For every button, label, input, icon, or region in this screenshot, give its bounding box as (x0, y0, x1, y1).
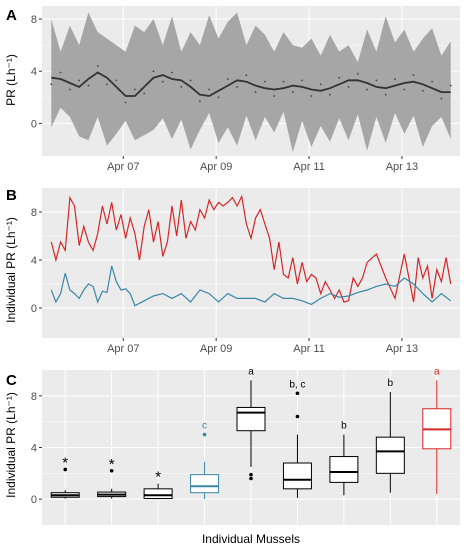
panel-a-ytick-label: 8 (31, 14, 37, 26)
panel-c-xlabel: Individual Mussels (202, 532, 300, 546)
panel-a-point (199, 100, 201, 103)
panel-a-point (412, 74, 415, 77)
panel-b-plot-area (42, 188, 460, 338)
panel-a-point (421, 89, 424, 92)
panel-a-point (106, 83, 108, 86)
panel-a-point (440, 97, 443, 100)
panel-b-ytick-label: 4 (31, 255, 37, 267)
panel-a-point (217, 96, 220, 99)
panel-a-point (291, 91, 294, 93)
panel-a-point (59, 71, 62, 74)
panel-a-point (319, 83, 322, 86)
box-significance-label: a (434, 366, 440, 377)
panel-a-point (282, 80, 285, 83)
box-outlier (249, 476, 253, 481)
panel-a-point (96, 65, 99, 67)
panel-a-point (366, 88, 369, 91)
panel-a-point (375, 79, 378, 82)
panel-a-mean-line (51, 71, 451, 97)
panel-b-ytick-label: 8 (31, 207, 37, 219)
panel-b-xtick-label: Apr 13 (386, 343, 418, 355)
box-significance-label: c (202, 421, 207, 432)
box-outlier (63, 467, 68, 472)
panel-a-ylabel: PR (Lh⁻¹) (4, 54, 18, 106)
panel-a-point (68, 88, 71, 91)
box (329, 456, 359, 483)
box-significance-label: b, c (289, 379, 305, 390)
panel-a-point (394, 78, 396, 80)
panel-a-xtick-label: Apr 13 (386, 161, 418, 173)
panel-letter-b: B (6, 187, 17, 204)
box-significance-label: b (341, 421, 347, 432)
panel-a-point (254, 91, 257, 93)
panel-b-ytick-label: 0 (31, 303, 37, 315)
panel-a-chart: 0 4 8 Apr 07 Apr 09 Apr 11 Apr 13 (31, 6, 460, 173)
panel-a-point (356, 72, 359, 75)
panel-letter-a: A (6, 7, 17, 24)
box (143, 488, 173, 500)
panel-b-xtick-label: Apr 09 (200, 343, 232, 355)
panel-a-point (189, 79, 192, 82)
panel-a-point (143, 92, 146, 95)
panel-a-point (338, 76, 341, 79)
box-significance-label: a (248, 366, 254, 377)
panel-a-point (226, 78, 229, 80)
box-significance-label: b (388, 378, 394, 389)
panel-b-series-line-2 (50, 265, 452, 307)
panel-a-point (124, 101, 127, 104)
panel-b-xtick-label: Apr 11 (293, 343, 325, 355)
box-outlier (295, 391, 300, 396)
panel-a-ytick-label: 0 (31, 118, 37, 130)
panel-a-point (180, 85, 183, 88)
panel-a-xtick-label: Apr 11 (293, 161, 325, 173)
panel-a-point (329, 93, 331, 96)
panel-c-ytick-label: 0 (31, 494, 37, 506)
panel-a-point (347, 85, 350, 88)
panel-a-point (449, 84, 452, 87)
panel-a-point (403, 88, 406, 91)
box-significance-label: * (62, 454, 68, 471)
panel-a-point (310, 95, 313, 97)
box-significance-label: * (109, 456, 115, 473)
box-significance-label: * (155, 469, 161, 486)
panel-a-point (50, 83, 53, 86)
panel-a-point (115, 79, 118, 82)
panel-a-point (133, 88, 136, 91)
box (236, 406, 266, 432)
panel-a-point (273, 95, 276, 97)
box-outlier (109, 468, 114, 473)
panel-b-xtick-label: Apr 07 (107, 343, 139, 355)
panel-a-ribbon (51, 12, 451, 153)
box-outlier (202, 432, 207, 437)
panel-a-point (171, 71, 173, 74)
panel-a-point (152, 70, 155, 73)
panel-a-point (161, 80, 164, 83)
panel-c-ytick-label: 4 (31, 443, 37, 455)
panel-a-point (78, 79, 81, 82)
panel-a-ytick-label: 4 (31, 66, 37, 78)
panel-b-series-line-1 (50, 194, 452, 303)
panel-a-point (208, 88, 211, 91)
panel-a-point (301, 79, 303, 82)
box (190, 474, 220, 494)
panel-a-point (245, 74, 248, 77)
panel-b-chart: 0 4 8 Apr 07 Apr 09 Apr 11 Apr 13 (31, 188, 460, 355)
panel-a-point (264, 80, 266, 83)
panel-c-ytick-label: 8 (31, 391, 37, 403)
panel-letter-c: C (6, 372, 17, 389)
panel-a-xtick-label: Apr 09 (200, 161, 232, 173)
box-outlier (249, 472, 253, 477)
panel-c-chart: 0 4 8 * * * c a b, c b b a (31, 366, 460, 525)
box-outlier (295, 414, 300, 419)
panel-a-point (431, 80, 434, 83)
panel-a-xtick-label: Apr 07 (107, 161, 139, 173)
panel-a-point (87, 84, 90, 87)
panel-a-point (384, 93, 387, 96)
box (375, 436, 405, 474)
box (282, 462, 312, 490)
panel-a-point (236, 85, 238, 88)
panel-b-ylabel: Individual PR (Lh⁻¹) (4, 217, 18, 323)
panel-c-ylabel: Individual PR (Lh⁻¹) (4, 392, 18, 498)
